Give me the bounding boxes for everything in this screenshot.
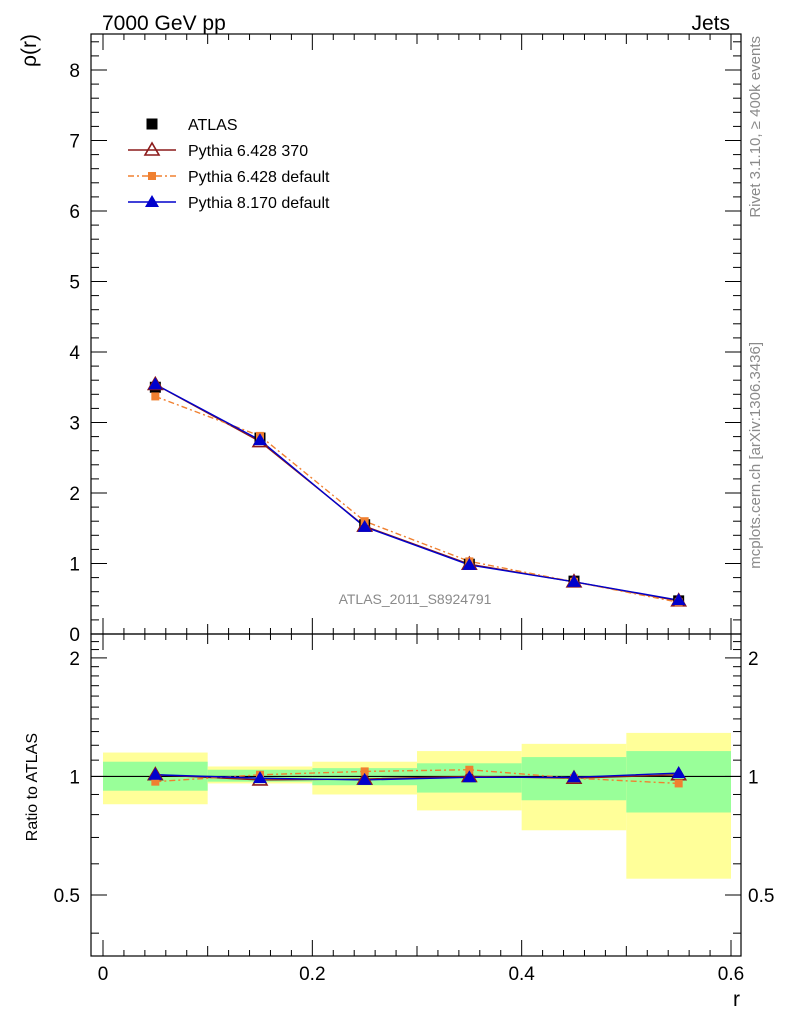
main-series-line: [154, 383, 679, 602]
x-axis-label: r: [733, 988, 740, 1011]
ratio-y-tick-label: 1: [69, 767, 80, 788]
legend-marker: [143, 141, 161, 156]
main-data-point: [567, 574, 581, 587]
main-data-point: [357, 519, 372, 532]
ratio-y-tick-label: 0.5: [54, 886, 80, 907]
y-tick-label: 0: [69, 625, 80, 646]
ratio-data-point: [151, 777, 160, 786]
ratio-data-point: [465, 765, 474, 774]
ratio-plot-frame: [90, 633, 742, 957]
ratio-y-tick-label: 2: [69, 649, 80, 670]
ratio-series-line: [155, 769, 679, 785]
ratio-data-point: [253, 771, 267, 784]
x-tick-label: 0.2: [299, 964, 325, 985]
legend-label: ATLAS: [188, 117, 238, 134]
legend-label: Pythia 6.428 default: [188, 169, 330, 186]
process-label: Jets: [691, 12, 730, 35]
main-series-line: [155, 383, 679, 601]
ratio-data-point: [357, 772, 372, 785]
y-tick-label: 4: [69, 343, 80, 364]
y-tick-label: 3: [69, 414, 80, 435]
x-tick-label: 0.4: [508, 964, 535, 985]
main-series-line: [155, 395, 679, 603]
legend: ATLAS Pythia 6.428 370 Pythia 6.428 defaul…: [128, 117, 330, 212]
ratio-data-point: [674, 779, 683, 788]
ratio-data-point: [671, 766, 686, 779]
main-data-point: [151, 392, 160, 401]
legend-marker: [145, 195, 159, 207]
main-data-point: [462, 557, 477, 570]
legend-label: Pythia 6.428 370: [188, 143, 308, 160]
main-panel: 0 1 2 3 4 5 6 7 8: [69, 33, 742, 646]
y-tick-label: 5: [69, 273, 80, 294]
ratio-y-tick-label-right: 1: [748, 767, 759, 788]
x-tick-label: 0: [98, 964, 109, 985]
analysis-label: ATLAS_2011_S8924791: [339, 591, 492, 607]
energy-label: 7000 GeV pp: [102, 12, 226, 35]
main-y-axis-label: ρ(r): [18, 34, 41, 67]
ratio-y-tick-label-right: 2: [748, 649, 759, 670]
main-data-point: [148, 377, 163, 390]
y-tick-label: 7: [69, 132, 80, 153]
y-tick-label: 1: [69, 555, 80, 576]
mcplots-reference-label: mcplots.cern.ch [arXiv:1306.3436]: [747, 342, 764, 569]
y-tick-label: 2: [69, 484, 80, 505]
ratio-panel: 0 0.2 0.4 0.6 0.5 0.5 1 1 2 2: [54, 633, 774, 985]
y-tick-label: 6: [69, 202, 80, 223]
ratio-data-point: [567, 770, 581, 783]
main-data-point: [253, 433, 267, 446]
legend-label: Pythia 8.170 default: [188, 195, 330, 212]
y-tick-label: 8: [69, 61, 80, 82]
ratio-data-point: [360, 767, 369, 776]
legend-marker: [146, 118, 158, 130]
x-tick-label: 0.6: [718, 964, 744, 985]
main-data-point: [671, 593, 686, 606]
ratio-data-point: [148, 767, 163, 780]
ratio-series-line: [155, 774, 679, 781]
ratio-data-point: [462, 770, 477, 783]
legend-marker: [148, 172, 156, 180]
ratio-y-axis-label: Ratio to ATLAS: [24, 733, 41, 841]
rivet-version-label: Rivet 3.1.10, ≥ 400k events: [747, 36, 764, 218]
ratio-y-tick-label-right: 0.5: [748, 886, 774, 907]
ratio-series-line: [155, 772, 679, 781]
